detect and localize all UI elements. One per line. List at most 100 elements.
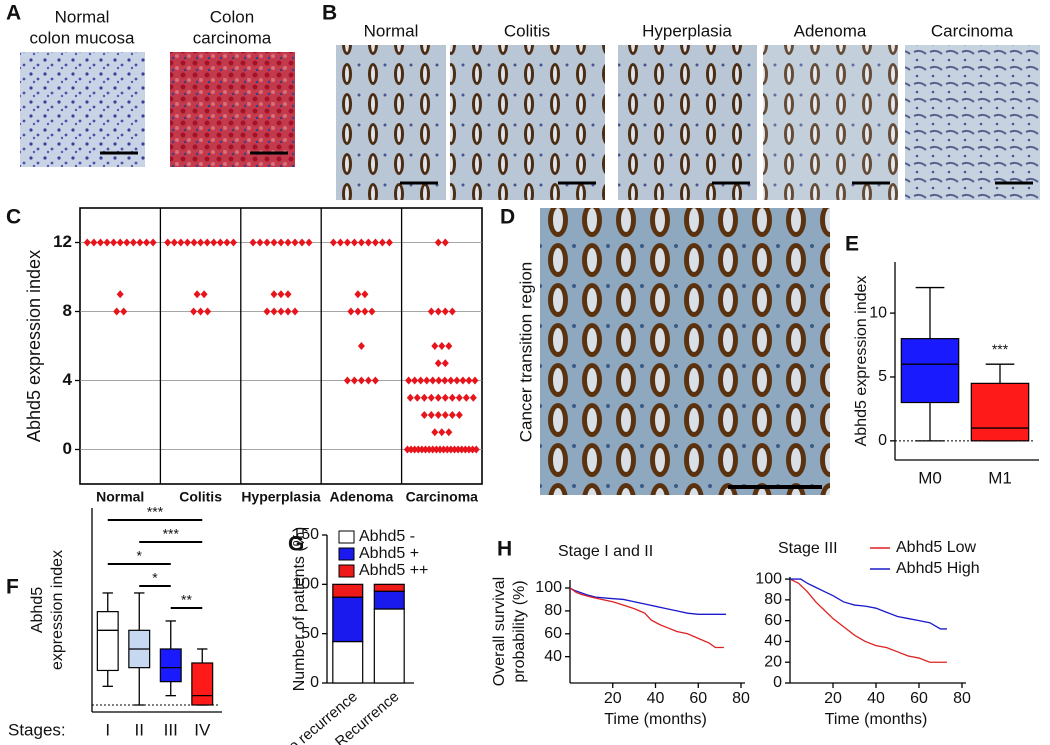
data-point — [448, 411, 456, 419]
survival-curve — [790, 578, 947, 630]
data-point — [431, 428, 439, 437]
data-point — [350, 376, 358, 385]
y-tick-label: 100 — [292, 576, 319, 593]
data-point — [405, 376, 413, 385]
bar-segment — [332, 596, 364, 643]
data-point — [143, 238, 151, 247]
significance: *** — [147, 504, 164, 520]
micrograph — [450, 45, 605, 200]
data-point — [406, 393, 414, 402]
data-point — [445, 428, 453, 437]
data-point — [364, 238, 372, 247]
data-point — [413, 393, 421, 402]
data-point — [357, 238, 365, 247]
data-point — [431, 342, 439, 350]
caption: Normal — [364, 21, 419, 40]
data-point — [291, 238, 299, 247]
y-axis-label: Abhd5 expression index — [24, 250, 44, 442]
data-point — [197, 307, 205, 316]
data-point — [270, 238, 278, 247]
chart-title: Stage III — [778, 540, 838, 557]
y-axis-label: expression index — [49, 550, 66, 670]
data-point — [90, 238, 98, 247]
x-axis-label: Time (months) — [604, 711, 707, 728]
y-tick-label: 0 — [773, 674, 782, 691]
legend-label: Abhd5 High — [896, 560, 980, 577]
data-point — [357, 376, 365, 385]
data-point — [203, 238, 211, 247]
data-point — [417, 376, 425, 385]
caption: Adenoma — [794, 21, 867, 40]
x-tick-label: 40 — [867, 690, 885, 707]
data-point — [422, 445, 430, 454]
data-point — [434, 393, 442, 402]
data-point — [361, 290, 369, 299]
data-point — [177, 238, 185, 247]
significance: *** — [992, 341, 1009, 357]
data-point — [445, 342, 453, 350]
micrograph — [905, 45, 1040, 200]
x-tick-label: Colitis — [179, 489, 222, 505]
y-tick-label: 10 — [869, 304, 887, 321]
bar-segment — [373, 590, 405, 610]
data-point — [434, 307, 442, 316]
data-point — [448, 393, 456, 402]
data-point — [472, 445, 480, 454]
data-point — [136, 238, 144, 247]
data-point — [123, 238, 131, 247]
caption: colon mucosa — [30, 28, 135, 47]
legend-swatch — [338, 547, 355, 561]
data-point — [263, 238, 271, 247]
y-tick-label: 12 — [53, 232, 72, 251]
data-point — [435, 376, 443, 385]
data-point — [190, 238, 198, 247]
data-point — [458, 445, 466, 454]
y-tick-label: 50 — [301, 625, 319, 642]
data-point — [427, 411, 435, 419]
data-point — [223, 238, 231, 247]
micrograph — [20, 52, 145, 167]
y-axis-label: Abhd5 expression index — [853, 276, 870, 447]
y-axis-label: Overall survival — [491, 577, 508, 686]
x-tick-label: 20 — [824, 690, 842, 707]
x-tick-label: 80 — [953, 690, 971, 707]
data-point — [378, 238, 386, 247]
legend-label: Abhd5 - — [359, 528, 415, 545]
data-point — [249, 238, 257, 247]
x-tick-label: 80 — [732, 690, 750, 707]
data-point — [453, 376, 461, 385]
data-point — [170, 238, 178, 247]
data-point — [190, 307, 198, 316]
x-tick-label: Normal — [96, 489, 144, 505]
caption: Carcinoma — [931, 21, 1014, 40]
bar-segment — [332, 640, 364, 684]
bar-segment — [332, 583, 364, 598]
data-point — [110, 238, 118, 247]
caption: Hyperplasia — [642, 21, 732, 40]
data-point — [427, 393, 435, 402]
data-point — [210, 238, 218, 247]
data-point — [193, 290, 201, 299]
survival-curve — [789, 578, 947, 663]
data-point — [284, 307, 292, 316]
x-tick-label: III — [164, 720, 178, 739]
data-point — [230, 238, 238, 247]
data-point — [371, 238, 379, 247]
data-point — [204, 307, 212, 316]
data-point — [443, 445, 451, 454]
box — [191, 662, 214, 706]
data-point — [183, 238, 191, 247]
data-point — [385, 238, 393, 247]
data-point — [336, 238, 344, 247]
panel-label: F — [6, 576, 19, 599]
micrograph — [763, 45, 898, 200]
data-point — [414, 445, 422, 454]
x-axis-label: Time (months) — [825, 711, 928, 728]
data-point — [441, 393, 449, 402]
legend-swatch — [338, 530, 355, 544]
micrograph — [336, 45, 446, 200]
data-point — [368, 307, 376, 316]
data-point — [441, 359, 449, 368]
box — [159, 648, 182, 683]
